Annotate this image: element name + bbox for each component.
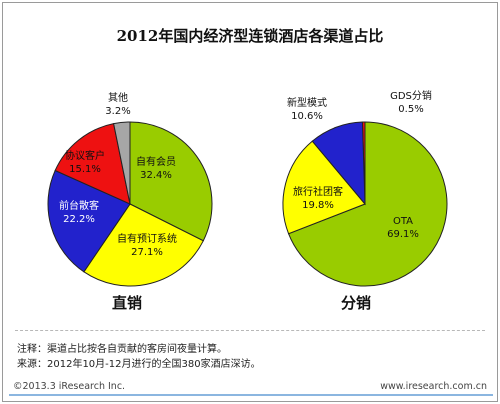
pie2-label-ota: OTA 69.1% (378, 215, 428, 241)
pie2-label-gds: GDS分销 0.5% (379, 90, 443, 116)
pie1-label-walkin: 前台散客 22.2% (49, 200, 109, 226)
pie2-newmode-name: 新型模式 (287, 98, 327, 109)
pie2-slice-1 (282, 140, 366, 235)
pie1-label-member: 自有会员 32.4% (120, 156, 192, 182)
pie1-other-name: 其他 (108, 93, 128, 104)
footer-line (9, 394, 493, 396)
pie1-walkin-value: 22.2% (63, 214, 95, 225)
pie2-slice-0 (287, 121, 448, 287)
pie1-slice-2 (47, 169, 131, 273)
pie1-contract-name: 协议客户 (65, 151, 105, 162)
pie1-booking-value: 27.1% (131, 247, 163, 258)
note-source: 来源：2012年10月-12月进行的全国380家酒店深访。 (17, 359, 261, 370)
pie1-caption: 直销 (112, 294, 143, 312)
footer-website: www.iresearch.com.cn (380, 381, 487, 392)
pie1-booking-name: 自有预订系统 (117, 234, 177, 245)
note-annotation: 注释：渠道占比按各自贡献的客房间夜量计算。 (17, 344, 227, 355)
pie1-label-other: 其他 3.2% (98, 92, 138, 118)
pie2-caption: 分销 (341, 294, 372, 312)
pie2-travel-name: 旅行社团客 (293, 187, 343, 198)
pie1-slice-1 (83, 203, 204, 287)
pie1-member-value: 32.4% (140, 170, 172, 181)
pie2-travel-value: 19.8% (302, 200, 334, 211)
pie2-ota-name: OTA (392, 216, 414, 227)
pie2-gds-value: 0.5% (398, 104, 424, 115)
pie1-slice-0 (129, 121, 213, 242)
pie1-other-value: 3.2% (105, 106, 131, 117)
pie2-slice-2 (311, 121, 366, 206)
chart-title: 2012年国内经济型连锁酒店各渠道占比 (116, 27, 384, 45)
pie2-label-newmode: 新型模式 10.6% (275, 97, 339, 123)
pie1-slice-3 (54, 123, 131, 205)
divider (15, 330, 485, 331)
pie1-member-name: 自有会员 (136, 157, 176, 168)
footer-copyright: ©2013.3 iResearch Inc. (13, 381, 126, 392)
pie2-ota-value: 69.1% (387, 229, 419, 240)
pie1-label-booking: 自有预订系统 27.1% (105, 233, 189, 259)
pie1-slice-4 (113, 121, 131, 205)
pie1-label-contract: 协议客户 15.1% (55, 150, 115, 176)
pie2-gds-name: GDS分销 (390, 91, 432, 102)
pie2-label-travel: 旅行社团客 19.8% (286, 186, 350, 212)
pie2-newmode-value: 10.6% (291, 111, 323, 122)
pie-charts (47, 121, 448, 287)
pie1-walkin-name: 前台散客 (59, 201, 99, 212)
pie1-contract-value: 15.1% (69, 164, 101, 175)
